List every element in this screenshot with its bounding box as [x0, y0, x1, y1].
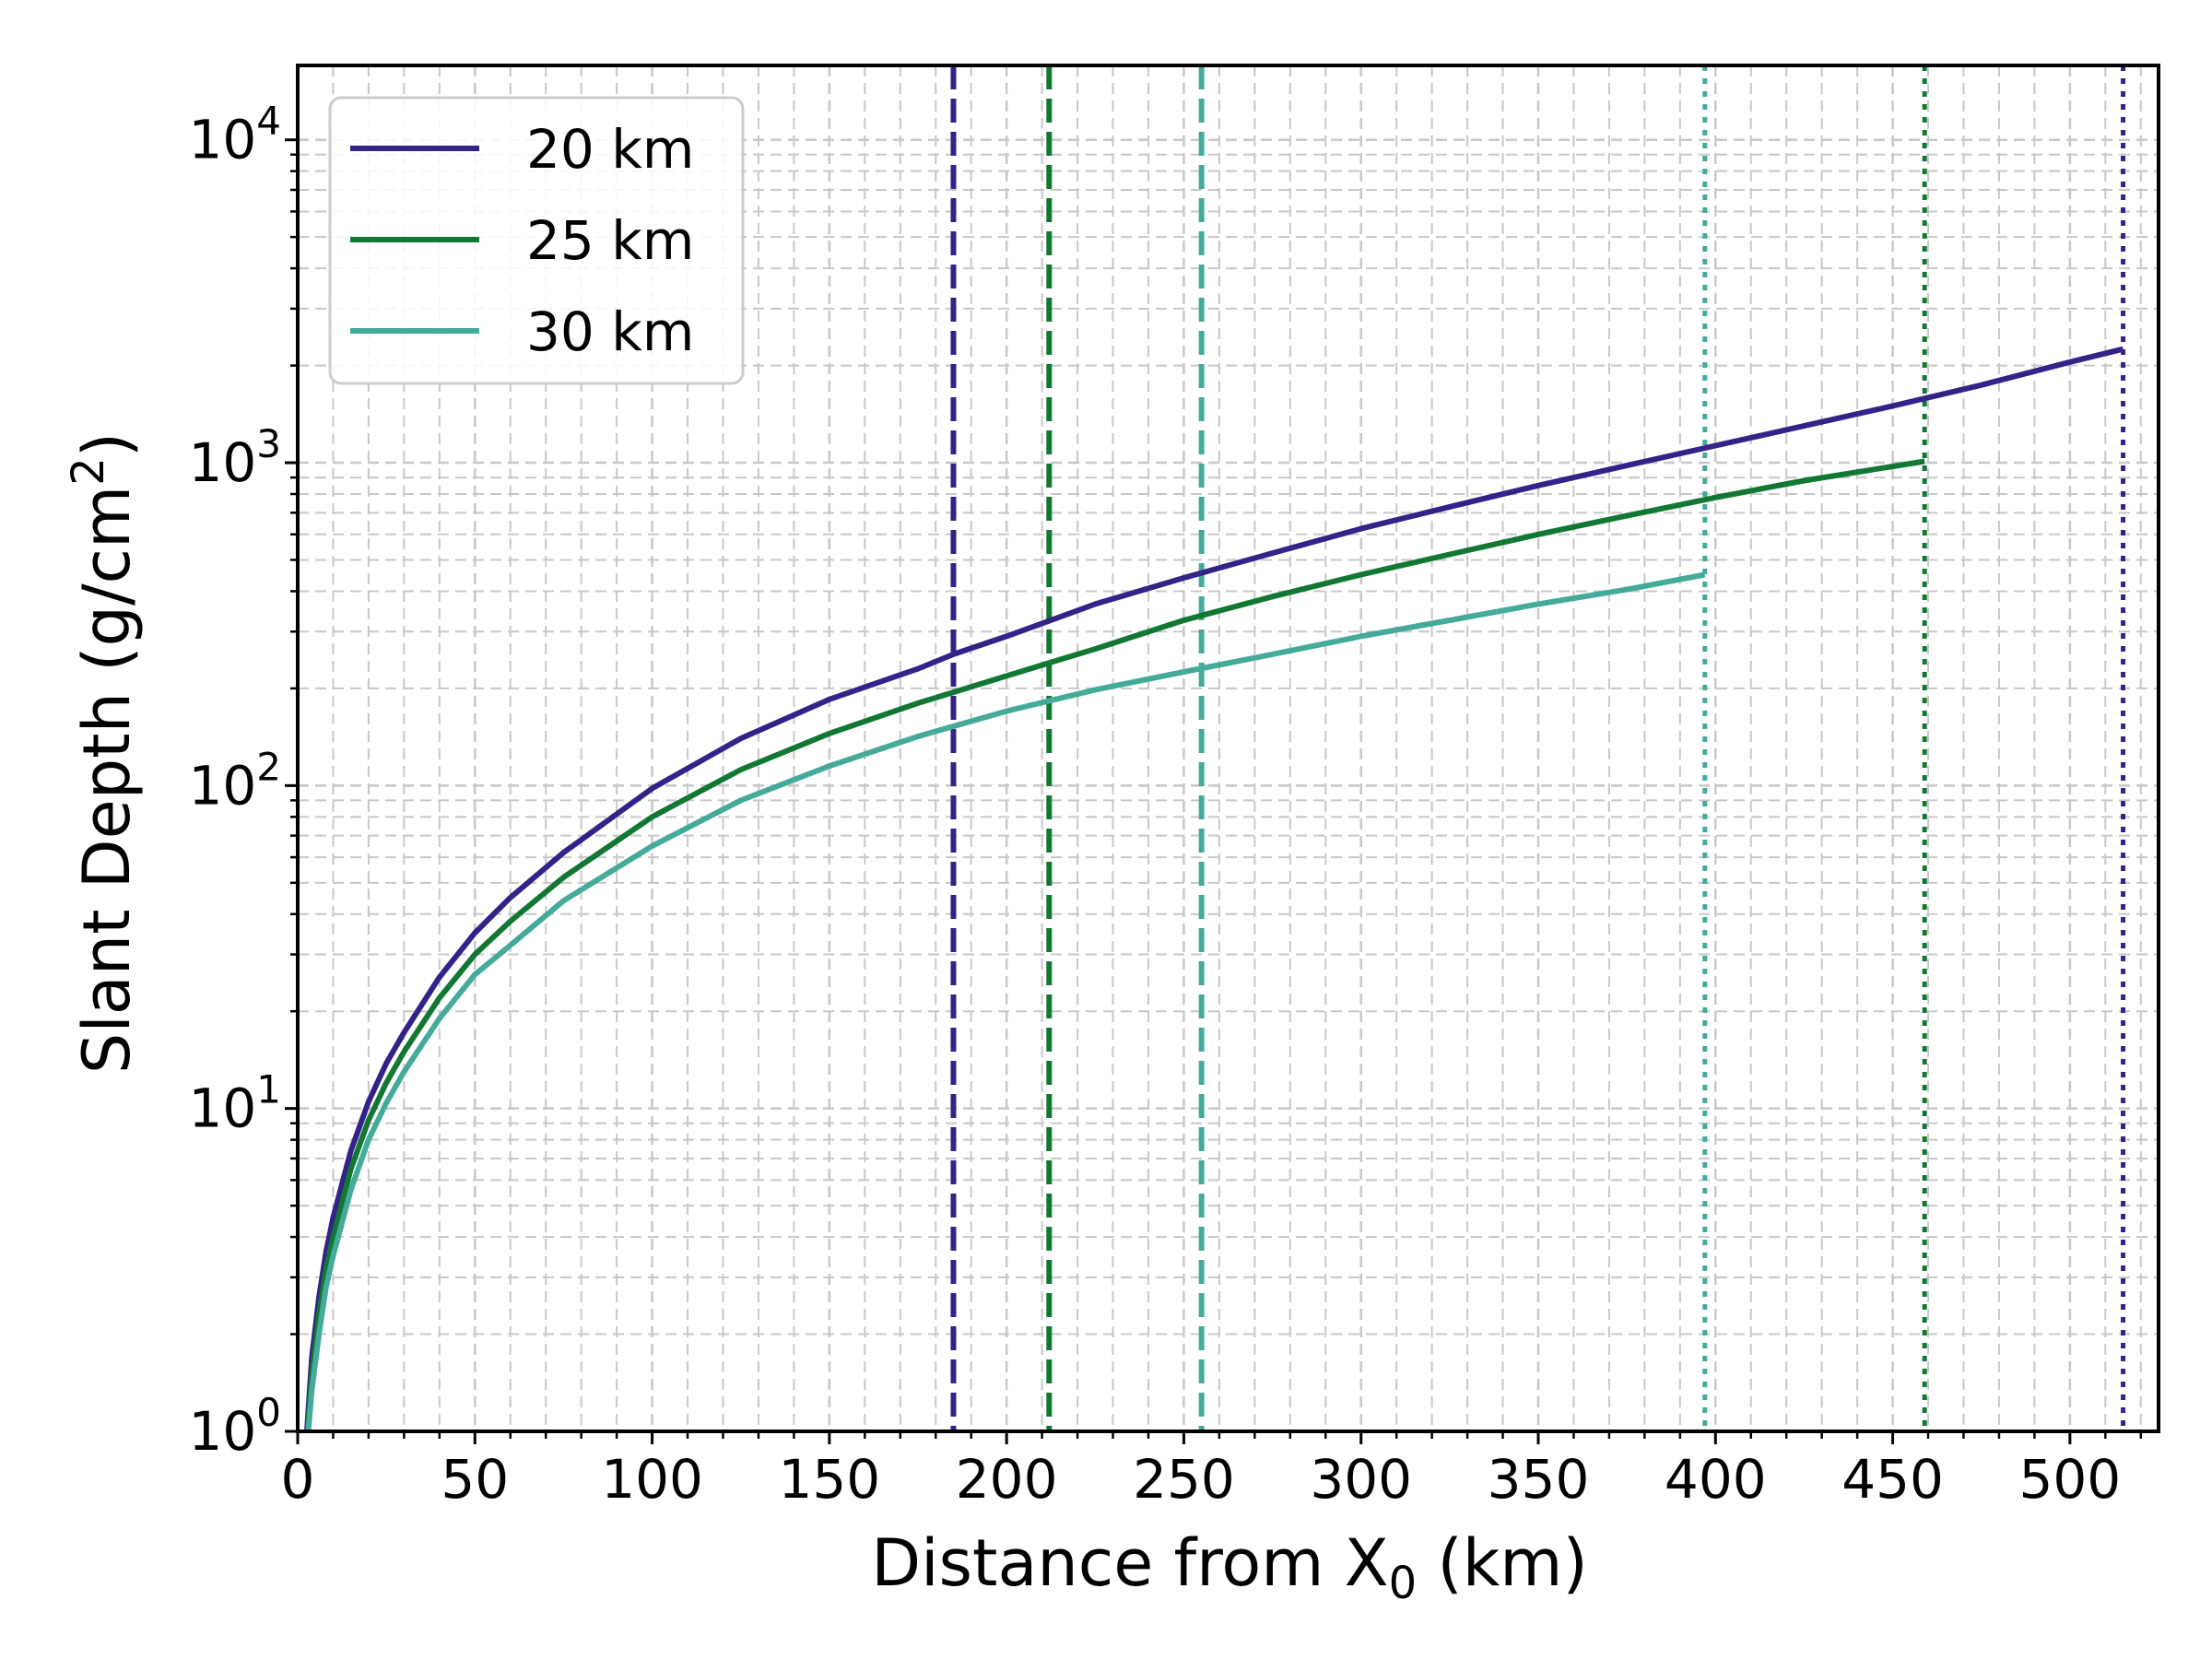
legend-items: 20 km 25 km 30 km	[350, 118, 694, 363]
series-line-3	[305, 571, 1706, 1432]
y-tick-exponent: 1	[256, 1067, 281, 1112]
x-tick-label: 450	[1841, 1448, 1944, 1511]
plot-frame	[296, 64, 2160, 1433]
y-tick-exponent: 2	[256, 744, 281, 789]
x-tick-label: 500	[2018, 1448, 2121, 1511]
x-tick-label: 400	[1665, 1448, 1767, 1511]
tick-layer: 0 50 100 150 200 250 300 350 400 450 5001001011021…	[188, 99, 2143, 1511]
x-tick-label: 250	[1133, 1448, 1235, 1511]
legend-label-2: 25 km	[526, 209, 694, 272]
x-tick-label: 200	[956, 1448, 1058, 1511]
y-axis-label: Slant Depth (g/cm2)	[63, 432, 145, 1074]
x-tick-label: 0	[281, 1448, 315, 1511]
legend-box	[328, 96, 745, 385]
y-tick-exponent: 3	[256, 421, 281, 466]
x-tick-label: 50	[441, 1448, 509, 1511]
x-tick-label: 350	[1488, 1448, 1590, 1511]
y-tick-exponent: 4	[256, 99, 281, 144]
x-axis-label: Distance from X0 (km)	[871, 1525, 1588, 1609]
x-tick-label: 300	[1310, 1448, 1412, 1511]
x-tick-label: 150	[778, 1448, 880, 1511]
x-tick-label: 100	[601, 1448, 703, 1511]
series-line-1	[304, 346, 2124, 1432]
y-tick-exponent: 0	[256, 1390, 281, 1435]
legend: 20 km 25 km 30 km	[328, 96, 745, 385]
legend-label-3: 30 km	[526, 300, 694, 363]
series-line-2	[304, 458, 1925, 1432]
series-layer	[304, 346, 2124, 1432]
legend-label-1: 20 km	[526, 118, 694, 181]
vertical-markers-layer	[950, 65, 2126, 1431]
